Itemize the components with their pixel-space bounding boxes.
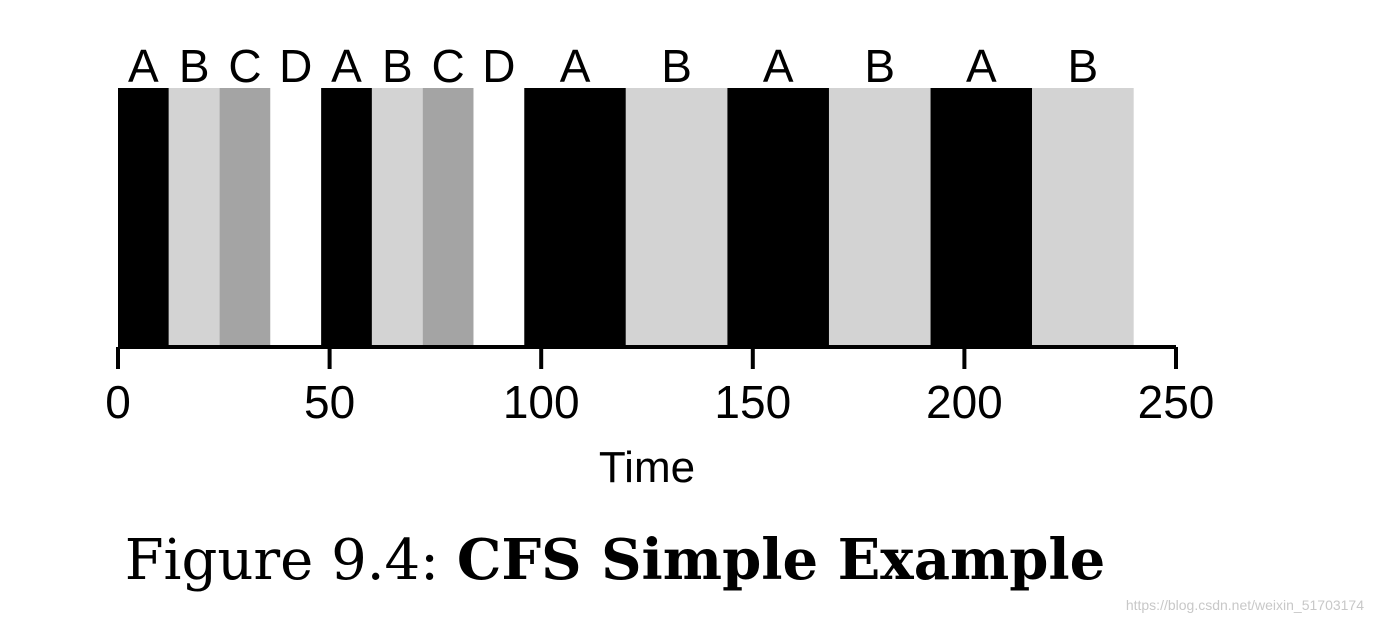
segment-label: B [661,40,692,92]
segment-bars [118,88,1134,347]
x-axis-label: Time [599,443,695,492]
segment-bar-b [168,88,220,347]
x-tick-label: 250 [1138,376,1215,428]
segment-label: D [482,40,515,92]
x-tick-label: 150 [714,376,791,428]
x-tick-label: 50 [304,376,355,428]
segment-label: B [1068,40,1099,92]
segment-bar-d [270,88,322,347]
figure-caption: Figure 9.4: CFS Simple Example [0,520,1230,601]
x-tick-label: 200 [926,376,1003,428]
segment-label: B [382,40,413,92]
segment-label: C [431,40,464,92]
segment-label: A [560,40,591,92]
segment-label: B [179,40,210,92]
segment-bar-a [524,88,626,347]
segment-label: B [864,40,895,92]
segment-bar-b [371,88,423,347]
segment-bar-d [473,88,525,347]
x-axis-ticks: 0 50 100 150 200 250 [105,347,1214,428]
segment-label: D [279,40,312,92]
segment-bar-a [727,88,829,347]
segment-label: A [331,40,362,92]
segment-label: A [966,40,997,92]
segment-bar-a [118,88,169,347]
watermark: https://blog.csdn.net/weixin_51703174 [1125,597,1364,613]
segment-bar-a [930,88,1033,347]
segment-bar-c [219,88,271,347]
figure-caption-prefix: Figure 9.4: [124,528,457,593]
segment-bar-a [321,88,372,347]
segment-label: A [128,40,159,92]
segment-bar-c [422,88,474,347]
segment-label: C [228,40,261,92]
segment-bar-b [828,88,931,347]
figure-caption-title: CFS Simple Example [456,527,1106,593]
segment-bar-b [1032,88,1134,347]
x-tick-label: 100 [503,376,580,428]
segment-label: A [763,40,794,92]
x-tick-label: 0 [105,376,131,428]
segment-bar-b [625,88,728,347]
